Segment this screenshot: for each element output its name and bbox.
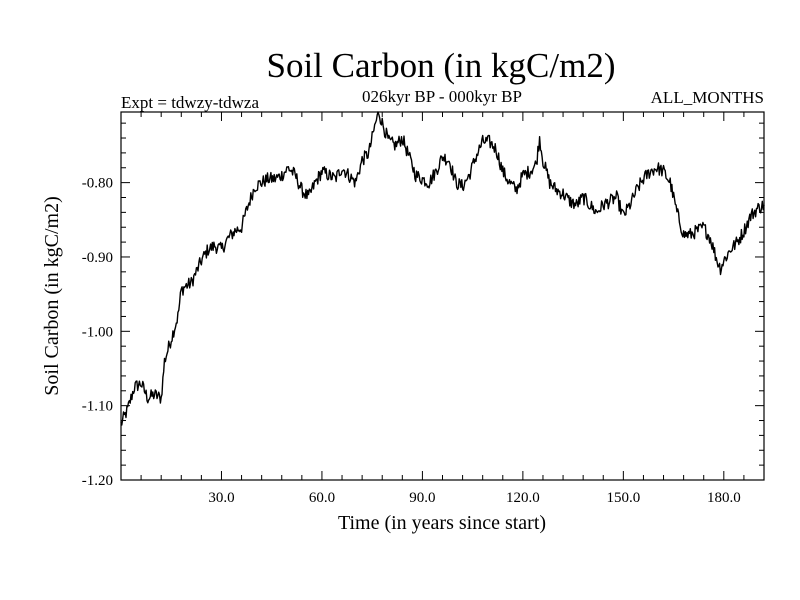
y-tick-label: -1.20: [82, 473, 113, 489]
experiment-label: Expt = tdwzy-tdwza: [121, 93, 259, 112]
x-tick-label: 180.0: [707, 490, 741, 506]
plot-frame: [120, 111, 765, 481]
x-tick-label: 120.0: [506, 490, 540, 506]
x-axis-label: Time (in years since start): [338, 512, 546, 534]
x-tick-label: 150.0: [606, 490, 640, 506]
y-tick-label: -1.00: [82, 324, 113, 340]
axis-ticks: [121, 112, 764, 481]
y-tick-label: -0.90: [82, 250, 113, 266]
chart-subtitle: 026kyr BP - 000kyr BP: [362, 87, 522, 106]
y-tick-label: -1.10: [82, 399, 113, 415]
months-label: ALL_MONTHS: [651, 88, 764, 107]
y-axis-label: Soil Carbon (in kgC/m2): [41, 196, 63, 395]
axis-tick-labels: 30.0 60.0 90.0 120.0 150.0 180.0 -1.20 -1.10 -1.…: [82, 176, 741, 506]
x-tick-label: 90.0: [409, 490, 435, 506]
chart-title: Soil Carbon (in kgC/m2): [266, 46, 615, 85]
x-tick-label: 30.0: [208, 490, 234, 506]
data-series-line: [120, 111, 765, 426]
x-tick-label: 60.0: [309, 490, 335, 506]
y-tick-label: -0.80: [82, 176, 113, 192]
